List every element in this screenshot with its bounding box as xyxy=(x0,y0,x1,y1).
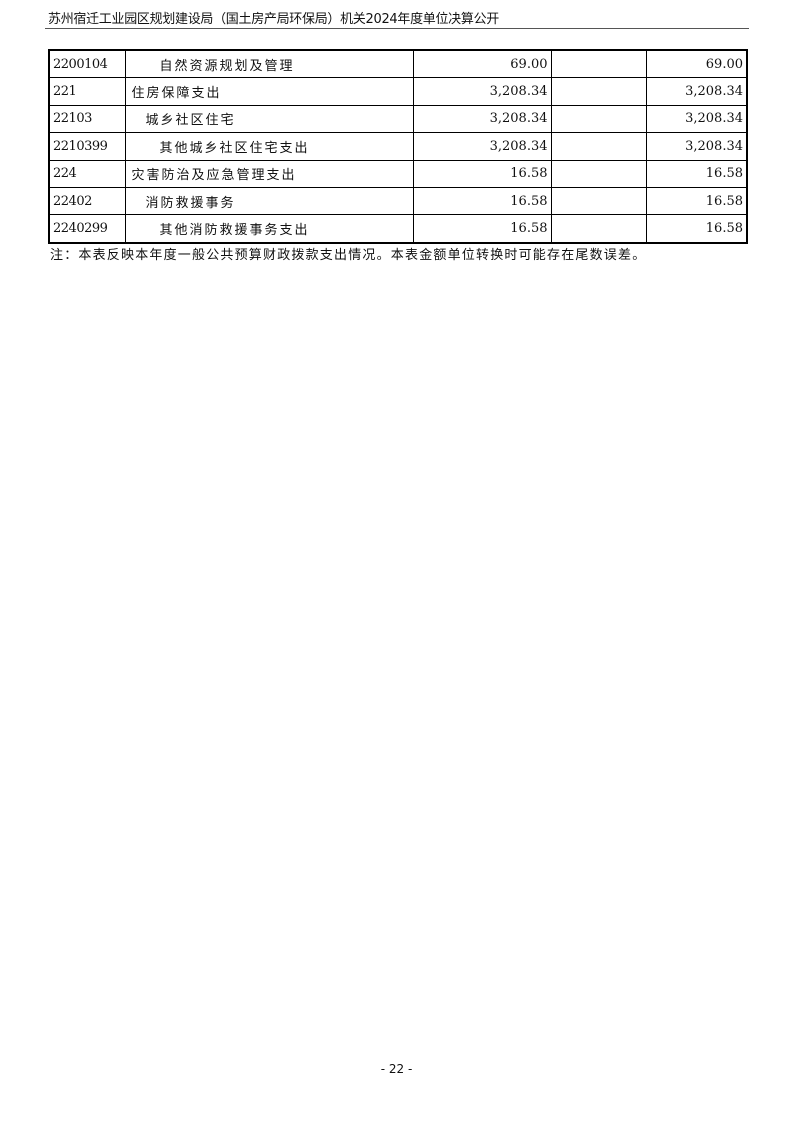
table-note: 注：本表反映本年度一般公共预算财政拨款支出情况。本表金额单位转换时可能存在尾数误… xyxy=(50,248,647,263)
cell-amount-1: 16.58 xyxy=(412,159,552,188)
table-row: 22402 消防救援事务 16.58 16.58 xyxy=(48,186,748,216)
cell-name: 自然资源规划及管理 xyxy=(124,49,414,79)
cell-code: 224 xyxy=(48,159,126,188)
cell-amount-3: 16.58 xyxy=(645,214,748,244)
expenditure-table: 2200104 自然资源规划及管理 69.00 69.00 221 住房保障支出 3,208… xyxy=(48,49,748,244)
cell-amount-2 xyxy=(550,159,647,188)
cell-amount-1: 16.58 xyxy=(412,186,552,216)
cell-amount-2 xyxy=(550,186,647,216)
cell-amount-3: 69.00 xyxy=(645,49,748,79)
cell-amount-1: 69.00 xyxy=(412,49,552,79)
cell-code: 22103 xyxy=(48,104,126,134)
cell-amount-2 xyxy=(550,104,647,134)
header-divider xyxy=(45,28,749,29)
cell-amount-2 xyxy=(550,77,647,106)
cell-amount-1: 16.58 xyxy=(412,214,552,244)
cell-code: 2200104 xyxy=(48,49,126,79)
table-row: 221 住房保障支出 3,208.34 3,208.34 xyxy=(48,77,748,106)
table-row: 2240299 其他消防救援事务支出 16.58 16.58 xyxy=(48,214,748,244)
cell-amount-3: 3,208.34 xyxy=(645,77,748,106)
cell-amount-1: 3,208.34 xyxy=(412,104,552,134)
cell-amount-1: 3,208.34 xyxy=(412,132,552,161)
table-row: 2200104 自然资源规划及管理 69.00 69.00 xyxy=(48,49,748,79)
cell-name: 城乡社区住宅 xyxy=(124,104,414,134)
cell-code: 22402 xyxy=(48,186,126,216)
cell-code: 2240299 xyxy=(48,214,126,244)
cell-amount-3: 3,208.34 xyxy=(645,104,748,134)
cell-amount-2 xyxy=(550,49,647,79)
cell-name: 其他消防救援事务支出 xyxy=(124,214,414,244)
cell-amount-2 xyxy=(550,214,647,244)
cell-name: 灾害防治及应急管理支出 xyxy=(124,159,414,188)
cell-code: 2210399 xyxy=(48,132,126,161)
table-row: 224 灾害防治及应急管理支出 16.58 16.58 xyxy=(48,159,748,188)
cell-name: 其他城乡社区住宅支出 xyxy=(124,132,414,161)
cell-amount-3: 16.58 xyxy=(645,159,748,188)
cell-name: 住房保障支出 xyxy=(124,77,414,106)
table-row: 22103 城乡社区住宅 3,208.34 3,208.34 xyxy=(48,104,748,134)
cell-amount-1: 3,208.34 xyxy=(412,77,552,106)
page-number: - 22 - xyxy=(380,1062,413,1076)
table-row: 2210399 其他城乡社区住宅支出 3,208.34 3,208.34 xyxy=(48,132,748,161)
cell-amount-3: 16.58 xyxy=(645,186,748,216)
document-header-title: 苏州宿迁工业园区规划建设局（国土房产局环保局）机关2024年度单位决算公开 xyxy=(48,12,499,27)
cell-code: 221 xyxy=(48,77,126,106)
cell-amount-3: 3,208.34 xyxy=(645,132,748,161)
cell-amount-2 xyxy=(550,132,647,161)
cell-name: 消防救援事务 xyxy=(124,186,414,216)
